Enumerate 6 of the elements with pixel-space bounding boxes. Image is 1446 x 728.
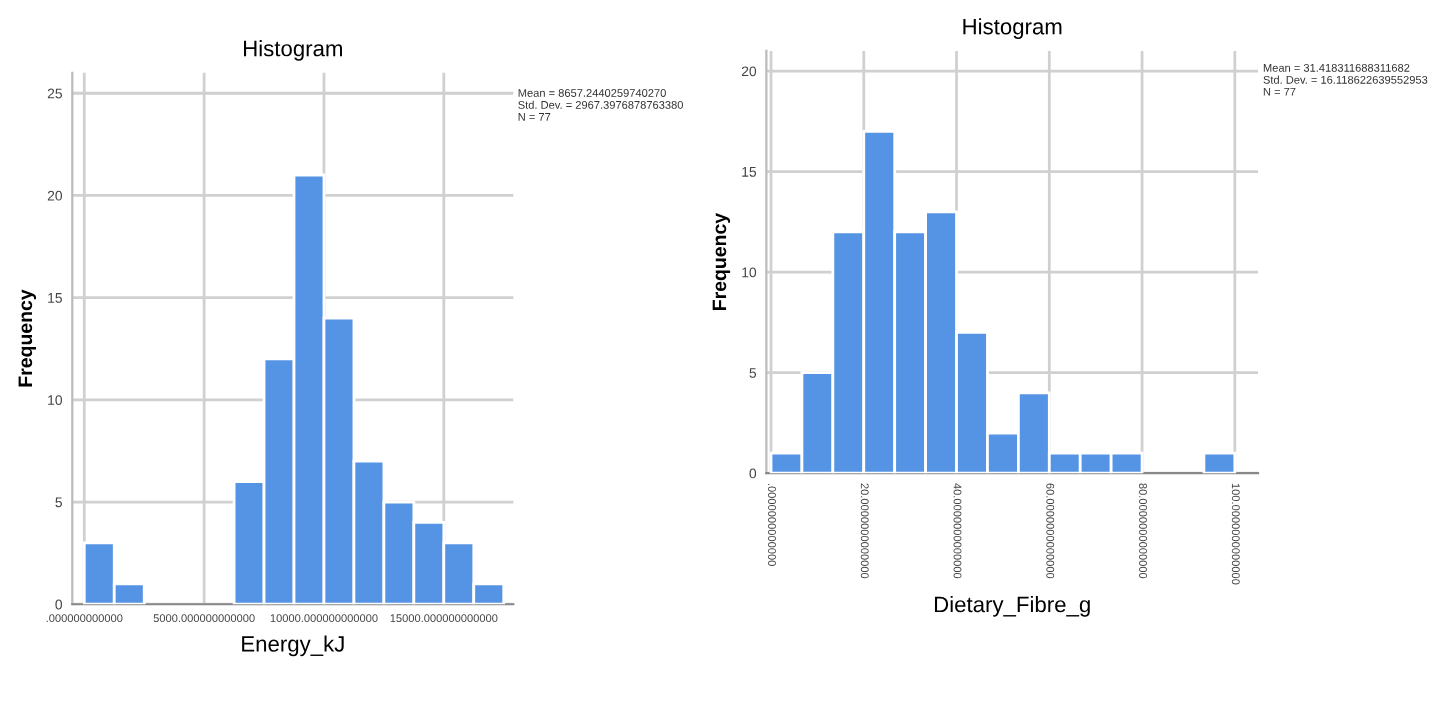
- y-axis-title: Frequency: [18, 289, 37, 387]
- y-axis-title: Frequency: [712, 213, 731, 310]
- x-axis-title: Energy_kJ: [242, 635, 344, 657]
- chart-title: Histogram: [963, 18, 1062, 39]
- x-axis-title: Dietary_Fibre_g: [934, 595, 1090, 617]
- chart-title: Histogram: [244, 40, 342, 61]
